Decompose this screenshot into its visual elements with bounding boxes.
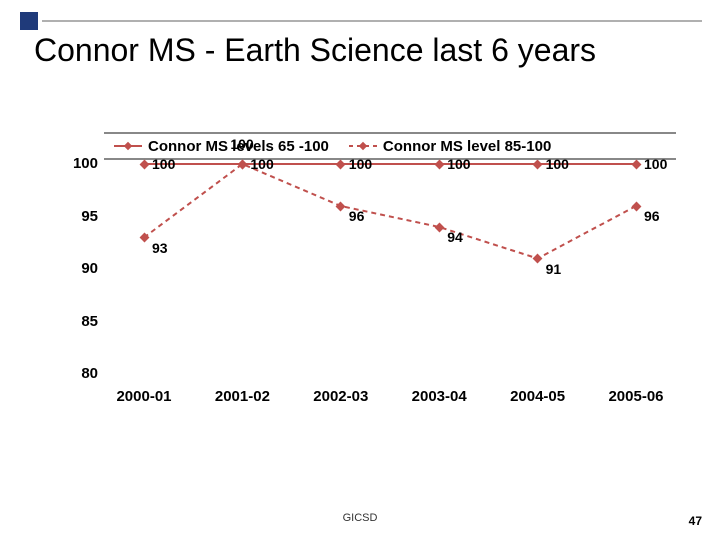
y-tick-label: 100 (44, 155, 98, 172)
chart: Connor MS levels 65 -100 Connor MS level… (44, 132, 676, 432)
y-tick-label: 85 (44, 313, 98, 330)
data-label: 91 (546, 261, 562, 277)
chart-lines (104, 164, 676, 374)
legend-swatch-icon (114, 139, 142, 153)
data-label: 94 (447, 229, 463, 245)
data-label: 100 (644, 156, 667, 172)
legend-item: Connor MS levels 65 -100 (114, 138, 329, 155)
data-label: 100 (152, 156, 175, 172)
data-label: 100 (250, 156, 273, 172)
legend-label: Connor MS level 85-100 (383, 138, 551, 155)
page-number: 47 (689, 514, 702, 528)
x-tick-label: 2000-01 (104, 388, 184, 405)
chart-legend: Connor MS levels 65 -100 Connor MS level… (104, 132, 676, 160)
y-tick-label: 90 (44, 260, 98, 277)
x-tick-label: 2004-05 (498, 388, 578, 405)
plot-area: 1001001001001001001009310096949196 (104, 164, 676, 374)
slide-accent (20, 12, 38, 30)
data-label: 100 (230, 136, 253, 152)
x-tick-label: 2002-03 (301, 388, 381, 405)
x-tick-label: 2003-04 (399, 388, 479, 405)
x-tick-label: 2005-06 (596, 388, 676, 405)
data-label: 100 (546, 156, 569, 172)
slide-title: Connor MS - Earth Science last 6 years (34, 32, 596, 69)
x-tick-label: 2001-02 (202, 388, 282, 405)
y-tick-label: 80 (44, 365, 98, 382)
data-label: 100 (349, 156, 372, 172)
y-tick-label: 95 (44, 208, 98, 225)
data-label: 100 (447, 156, 470, 172)
legend-swatch-icon (349, 139, 377, 153)
data-label: 93 (152, 240, 168, 256)
footer-text: GICSD (343, 512, 378, 524)
data-label: 96 (644, 208, 660, 224)
legend-item: Connor MS level 85-100 (349, 138, 551, 155)
data-label: 96 (349, 208, 365, 224)
